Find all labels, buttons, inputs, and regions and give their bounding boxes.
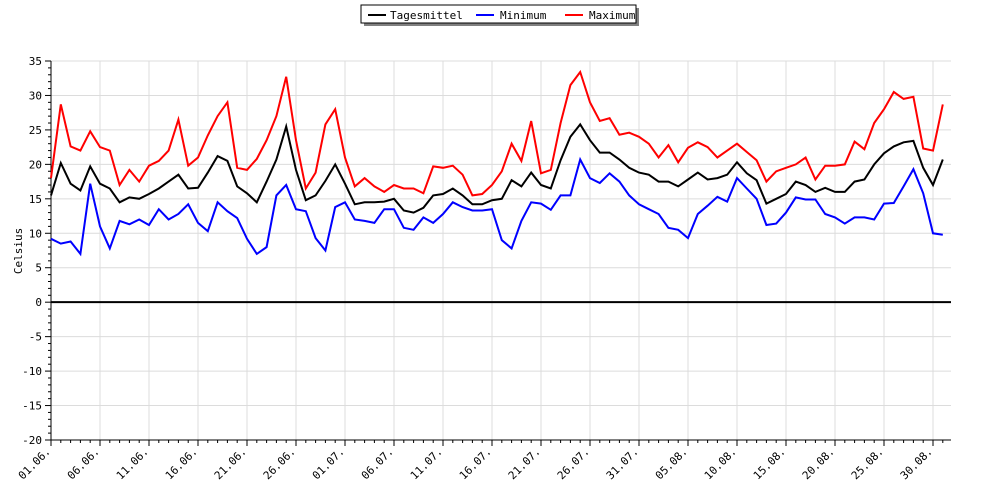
legend: Tagesmittel Minimum Maximum [360, 4, 639, 26]
axes: -20 -15 -10 -5 0 5 10 15 20 25 30 35 01.06. 06.06. 11.… [16, 55, 951, 482]
x-tick-label: 26.07. [555, 445, 592, 482]
grid [51, 60, 951, 441]
y-tick-label: -15 [22, 400, 42, 413]
y-tick-label: 0 [35, 296, 42, 309]
legend-label-tagesmittel: Tagesmittel [390, 9, 463, 22]
x-tick-label: 21.06. [212, 445, 249, 482]
y-tick-label: 35 [29, 55, 42, 68]
x-tick-label: 15.08. [751, 445, 788, 482]
x-tick-label: 21.07. [506, 445, 543, 482]
x-tick-label: 31.07. [604, 445, 641, 482]
x-tick-label: 30.08. [898, 445, 935, 482]
series-layer [50, 69, 944, 257]
y-axis-label: Celsius [12, 228, 25, 274]
y-tick-label: 10 [29, 227, 42, 240]
x-tick-label: 01.07. [310, 445, 347, 482]
x-tick-label: 11.06. [114, 445, 151, 482]
x-tick-label: 10.08. [702, 445, 739, 482]
y-tick-label: 15 [29, 193, 42, 206]
x-tick-label: 26.06. [261, 445, 298, 482]
x-tick-label: 20.08. [800, 445, 837, 482]
x-tick-label: 16.07. [457, 445, 494, 482]
series-line-minimum [50, 156, 943, 257]
x-tick-label: 06.06. [65, 445, 102, 482]
x-tick-label: 11.07. [408, 445, 445, 482]
y-tick-label: -20 [22, 434, 42, 447]
legend-box [360, 4, 637, 24]
y-tick-label: 20 [29, 158, 42, 171]
x-tick-label: 01.06. [16, 445, 53, 482]
series-line-tagesmittel [50, 122, 944, 214]
series-line-maximum [50, 69, 944, 197]
y-tick-label: 25 [29, 124, 42, 137]
x-tick-label: 16.06. [163, 445, 200, 482]
legend-label-minimum: Minimum [500, 9, 547, 22]
y-tick-label: 30 [29, 89, 42, 102]
legend-label-maximum: Maximum [589, 9, 636, 22]
x-tick-label: 25.08. [849, 445, 886, 482]
x-tick-label: 06.07. [359, 445, 396, 482]
y-tick-label: -5 [29, 331, 42, 344]
y-tick-label: -10 [22, 365, 42, 378]
y-tick-label: 5 [35, 262, 42, 275]
x-tick-label: 05.08. [653, 445, 690, 482]
